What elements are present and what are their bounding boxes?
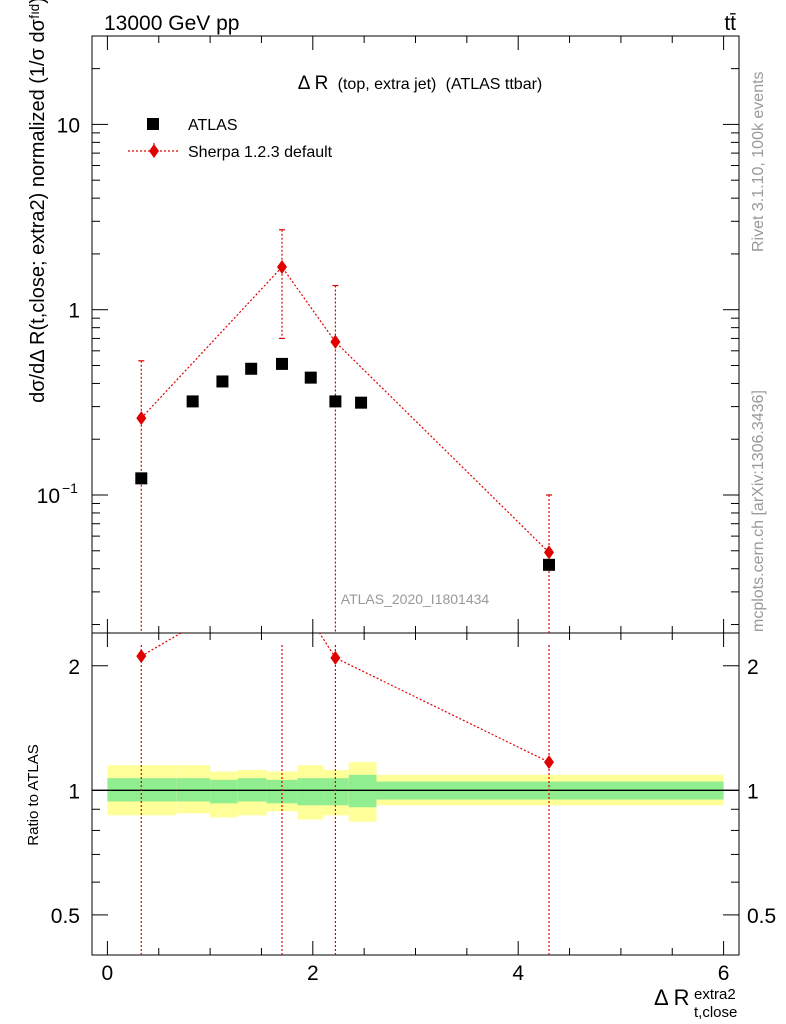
sherpa-point-ratio [136,649,147,664]
x-tick-label: 6 [718,962,730,985]
x-tick-label: 4 [512,962,524,985]
ratio-band-inner [348,774,377,808]
header-energy: 13000 GeV pp [104,12,239,35]
atlas-point [216,375,229,388]
main-title: Δ R (top, extra jet) (ATLAS ttbar) [298,73,543,94]
data-series [135,229,556,955]
sherpa-point-main [330,334,341,349]
main-title-symbol: Δ R [298,73,329,94]
xlabel-main: Δ R [654,985,689,1010]
ylabel-main: dσ/dΔ R(t,close; extra2) normalized (1/σ… [27,0,49,403]
atlas-point [543,558,556,571]
y-tick-label-ratio-right: 1 [747,780,759,803]
sherpa-point-ratio [544,755,555,770]
y-tick-label-main-exp: −1 [62,480,78,496]
legend-marker-atlas [147,118,159,130]
atlas-point [329,395,342,408]
atlas-point [355,396,368,409]
ylabel-ratio: Ratio to ATLAS [25,744,42,845]
mcplots-label: mcplots.cern.ch [arXiv:1306.3436] [750,390,767,632]
sherpa-point-main [276,260,287,275]
y-tick-label-main: 1 [68,300,80,323]
xlabel-sup: extra2 [694,986,736,1003]
legend-label-atlas: ATLAS [188,117,238,134]
y-tick-label-main: 10 [57,114,80,137]
analysis-watermark: ATLAS_2020_I1801434 [341,591,490,607]
atlas-point [304,371,317,384]
sherpa-ratio-group [136,633,555,955]
sherpa-point-main [544,545,555,560]
x-tick-label: 0 [102,962,114,985]
y-tick-label-ratio: 1 [68,780,80,803]
legend-marker-sherpa [149,144,159,158]
xlabel-sub: t,close [694,1004,737,1021]
legend-label-sherpa: Sherpa 1.2.3 default [188,144,333,161]
y-tick-label-ratio: 2 [68,656,80,679]
y-tick-label-ratio: 0.5 [51,905,80,928]
main-title-sub: (top, extra jet) [338,76,437,93]
main-title-tail: (ATLAS ttbar) [446,76,543,93]
sherpa-line-ratio [140,633,550,763]
atlas-point [245,362,258,375]
y-tick-label-ratio-right: 0.5 [747,905,776,928]
ratio-band-inner [297,778,324,806]
atlas-point [186,395,199,408]
y-tick-label-ratio-right: 2 [747,656,759,679]
y-tick-label-main: 10 [37,485,60,508]
sherpa-point-main [136,411,147,426]
legend: ATLAS Sherpa 1.2.3 default [128,117,333,161]
ratio-band-inner [210,779,238,804]
sherpa-line-main [140,266,550,553]
atlas-point [275,357,288,370]
xlabel: Δ R [654,985,689,1010]
atlas-point [135,472,148,485]
x-tick-label: 2 [307,962,319,985]
ratio-uncertainty-bands [107,762,724,822]
sherpa-point-ratio [330,650,341,665]
ratio-band-inner [266,779,298,804]
ylabel-main-text: dσ/dΔ R(t,close; extra2) normalized (1/σ… [27,0,49,403]
rivet-version-label: Rivet 3.1.10, 100k events [750,71,767,252]
header-process: tt̄ [724,12,736,35]
